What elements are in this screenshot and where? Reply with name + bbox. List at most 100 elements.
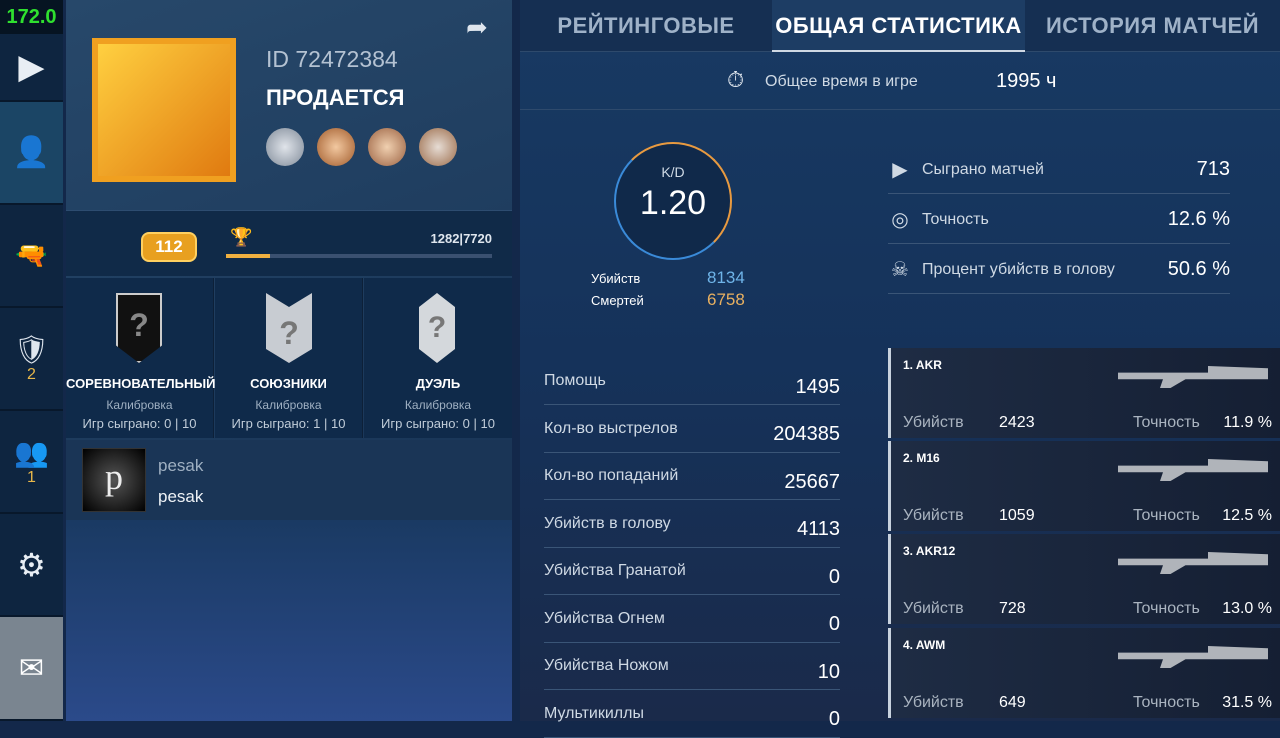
summary-row: ▶ Сыграно матчей 713 (888, 146, 1230, 194)
stat-value: 0 (828, 708, 840, 730)
clan-row[interactable]: p pesak pesak (66, 440, 512, 520)
stat-row: Помощь 1495 (544, 358, 840, 405)
weapon-kills-label: Убийств (903, 414, 964, 431)
tab-general-stats[interactable]: ОБЩАЯ СТАТИСТИКА (772, 0, 1025, 52)
level-badge: 112 (141, 232, 197, 262)
weapon-name: 4. AWM (903, 638, 946, 652)
weapon-kills: 649 (999, 694, 1026, 711)
gear-icon: ⚙ (17, 546, 46, 583)
clan-shield-icon: 🛡 (13, 334, 50, 365)
nav-mail[interactable]: ✉ (0, 617, 63, 721)
mode-title: СОРЕВНОВАТЕЛЬНЫЙ (66, 376, 216, 391)
user-icon: 👤 (12, 136, 51, 169)
stat-row: Убийства Огнем 0 (544, 596, 840, 643)
weapon-accuracy-label: Точность (1133, 507, 1200, 524)
progress-fill (226, 254, 271, 258)
profile-panel: ➦ ID 72472384 ПРОДАЕТСЯ 112 🏆 1282|7720 … (66, 0, 512, 520)
weapon-accuracy-label: Точность (1133, 694, 1200, 711)
rank-unknown-icon: ? (266, 293, 312, 363)
stat-label: Кол-во попаданий (544, 467, 679, 484)
weapon-card[interactable]: 3. AKR12 Убийств 728 Точность 13.0 % (888, 534, 1280, 624)
mode-title: СОЮЗНИКИ (250, 376, 327, 391)
play-icon: ▶ (892, 159, 908, 181)
summary-row: ◎ Точность 12.6 % (888, 196, 1230, 244)
rifle-icon (1118, 646, 1268, 668)
kills-label: Убийств (591, 271, 641, 286)
nav-play[interactable]: ▶ (0, 34, 63, 102)
clan-name: pesak (158, 456, 204, 475)
weapon-accuracy: 12.5 % (1222, 507, 1272, 524)
medal-icon (317, 128, 355, 166)
rank-unknown-icon: ? (419, 293, 455, 363)
weapon-name: 1. AKR (903, 358, 942, 372)
rifle-icon (1118, 552, 1268, 574)
stat-value: 25667 (784, 470, 840, 493)
mode-duel[interactable]: ? ДУЭЛЬ Калибровка Игр сыграно: 0 | 10 (364, 278, 512, 438)
share-icon[interactable]: ➦ (466, 12, 488, 42)
target-icon: ◎ (891, 209, 909, 231)
stat-row: Убийств в голову 4113 (544, 501, 840, 548)
stat-value: 0 (828, 565, 840, 588)
fps-counter: 172.0 (0, 0, 63, 34)
weapon-kills: 2423 (999, 414, 1035, 431)
summary-value: 50.6 % (1167, 258, 1230, 280)
kills-value: 8134 (707, 268, 745, 287)
weapon-kills-label: Убийств (903, 507, 964, 524)
mode-status: Калибровка (404, 398, 472, 412)
mode-status: Калибровка (106, 398, 173, 412)
mode-games: Игр сыграно: 1 | 10 (231, 416, 346, 431)
player-nick: pesak (158, 487, 204, 506)
trophy-icon: 🏆 (230, 227, 253, 247)
stat-value: 4113 (796, 518, 840, 540)
playtime-value: 1995 ч (996, 70, 1057, 92)
stat-row: Кол-во выстрелов 204385 (544, 406, 840, 453)
pistol-icon: 🔫 (15, 240, 48, 270)
stat-row: Мультикиллы 0 (544, 691, 840, 738)
friends-icon: 👥 (14, 437, 49, 468)
kd-label: K/D (661, 164, 685, 180)
stat-row: Убийства Ножом 10 (544, 643, 840, 690)
mode-competitive[interactable]: ? СОРЕВНОВАТЕЛЬНЫЙ Калибровка Игр сыгран… (66, 278, 216, 438)
mode-status: Калибровка (255, 398, 322, 412)
summary-value: 713 (1196, 158, 1230, 180)
avatar[interactable] (92, 38, 236, 182)
stat-row: Кол-во попаданий 25667 (544, 453, 840, 500)
stat-label: Помощь (544, 372, 606, 389)
weapon-card[interactable]: 4. AWM Убийств 649 Точность 31.5 % (888, 628, 1280, 718)
stat-label: Убийства Огнем (544, 609, 665, 627)
weapon-name: 2. M16 (903, 451, 940, 465)
rank-unknown-icon: ? (116, 293, 162, 363)
weapon-accuracy: 11.9 % (1223, 414, 1272, 431)
weapon-accuracy: 31.5 % (1222, 694, 1272, 711)
nav-settings[interactable]: ⚙ (0, 514, 63, 617)
nav-friends[interactable]: 👥 1 (0, 411, 63, 514)
rifle-icon (1118, 459, 1268, 481)
weapon-card[interactable]: 2. M16 Убийств 1059 Точность 12.5 % (888, 441, 1280, 531)
nav-profile[interactable]: 👤 (0, 102, 63, 205)
stat-row: Убийства Гранатой 0 (544, 548, 840, 595)
weapon-kills-label: Убийств (903, 600, 964, 617)
weapon-card[interactable]: 1. AKR Убийств 2423 Точность 11.9 % (888, 348, 1280, 438)
stat-label: Убийств в голову (544, 514, 671, 532)
nav-clan[interactable]: 🛡 2 (0, 308, 63, 411)
stat-value: 204385 (773, 423, 840, 445)
nav-weapons[interactable]: 🔫 (0, 205, 63, 308)
kd-circle: K/D 1.20 (614, 142, 732, 260)
mode-allies[interactable]: ? СОЮЗНИКИ Калибровка Игр сыграно: 1 | 1… (215, 278, 363, 438)
weapon-accuracy-label: Точность (1133, 414, 1200, 431)
playtime-label: Общее время в игре (765, 73, 918, 90)
summary-value: 12.6 % (1167, 208, 1230, 230)
clan-logo: p (82, 448, 146, 512)
stat-label: Убийства Гранатой (544, 562, 686, 579)
summary-label: Сыграно матчей (922, 160, 1044, 178)
kd-value: 1.20 (639, 184, 707, 222)
progress-track (226, 254, 492, 258)
weapon-kills: 728 (999, 600, 1026, 617)
weapon-accuracy-label: Точность (1133, 600, 1200, 617)
clan-badge: 2 (27, 366, 36, 383)
tab-ranked[interactable]: РЕЙТИНГОВЫЕ (557, 13, 735, 38)
tab-match-history[interactable]: ИСТОРИЯ МАТЧЕЙ (1045, 13, 1260, 38)
summary-label: Процент убийств в голову (922, 260, 1115, 278)
stat-value: 10 (817, 660, 840, 683)
playtime-row: ⏱ Общее время в игре 1995 ч (520, 55, 1280, 110)
